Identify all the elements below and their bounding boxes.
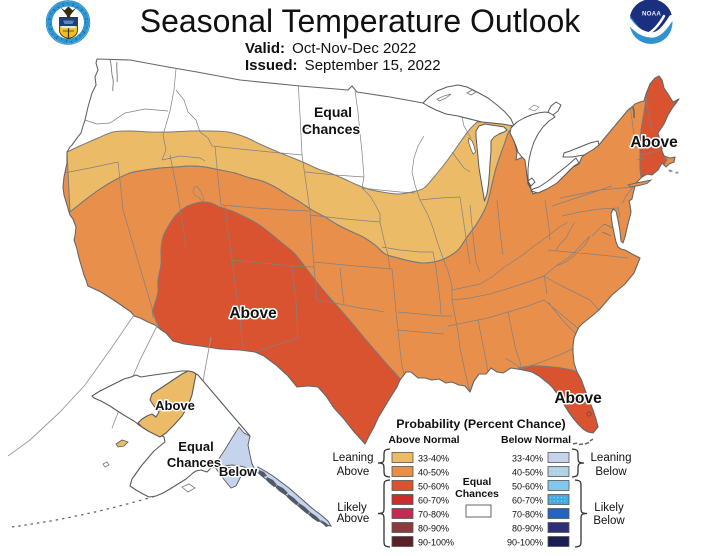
svg-text:40-50%: 40-50% bbox=[512, 468, 543, 478]
svg-text:Equal: Equal bbox=[314, 104, 352, 120]
svg-text:33-40%: 33-40% bbox=[512, 454, 543, 464]
svg-text:90-100%: 90-100% bbox=[507, 538, 543, 548]
svg-text:Above: Above bbox=[337, 466, 370, 478]
svg-text:Seasonal Temperature Outlook: Seasonal Temperature Outlook bbox=[140, 3, 582, 39]
svg-text:50-60%: 50-60% bbox=[512, 482, 543, 492]
svg-text:Above: Above bbox=[155, 398, 195, 413]
svg-text:33-40%: 33-40% bbox=[418, 454, 449, 464]
svg-text:Chances: Chances bbox=[455, 488, 499, 500]
svg-text:Chances: Chances bbox=[167, 455, 221, 470]
svg-text:Likely: Likely bbox=[337, 502, 367, 514]
svg-text:Below: Below bbox=[593, 515, 625, 527]
svg-text:Leaning: Leaning bbox=[333, 452, 374, 464]
svg-text:60-70%: 60-70% bbox=[512, 496, 543, 506]
svg-text:70-80%: 70-80% bbox=[418, 510, 449, 520]
svg-text:90-100%: 90-100% bbox=[418, 538, 454, 548]
svg-text:Likely: Likely bbox=[594, 502, 624, 514]
svg-text:Above: Above bbox=[554, 390, 602, 407]
svg-text:NOAA: NOAA bbox=[642, 11, 661, 18]
svg-text:Below: Below bbox=[595, 466, 627, 478]
svg-text:Leaning: Leaning bbox=[591, 452, 632, 464]
svg-text:Above: Above bbox=[337, 513, 370, 525]
svg-text:Above: Above bbox=[229, 305, 277, 322]
svg-text:40-50%: 40-50% bbox=[418, 468, 449, 478]
svg-text:Equal: Equal bbox=[463, 476, 492, 488]
svg-text:Above Normal: Above Normal bbox=[388, 434, 459, 446]
svg-text:70-80%: 70-80% bbox=[512, 510, 543, 520]
svg-text:60-70%: 60-70% bbox=[418, 496, 449, 506]
svg-text:Chances: Chances bbox=[302, 121, 361, 137]
svg-text:80-90%: 80-90% bbox=[418, 524, 449, 534]
svg-text:Issued: September 15, 2022: Issued: September 15, 2022 bbox=[245, 57, 441, 74]
svg-text:80-90%: 80-90% bbox=[512, 524, 543, 534]
svg-text:Equal: Equal bbox=[178, 439, 213, 454]
svg-text:Above: Above bbox=[630, 134, 678, 151]
svg-text:Below Normal: Below Normal bbox=[501, 434, 571, 446]
svg-text:50-60%: 50-60% bbox=[418, 482, 449, 492]
svg-text:Below: Below bbox=[219, 464, 258, 479]
svg-text:Probability (Percent Chance): Probability (Percent Chance) bbox=[396, 417, 565, 431]
svg-text:Valid: Oct-Nov-Dec 2022: Valid: Oct-Nov-Dec 2022 bbox=[245, 40, 416, 57]
